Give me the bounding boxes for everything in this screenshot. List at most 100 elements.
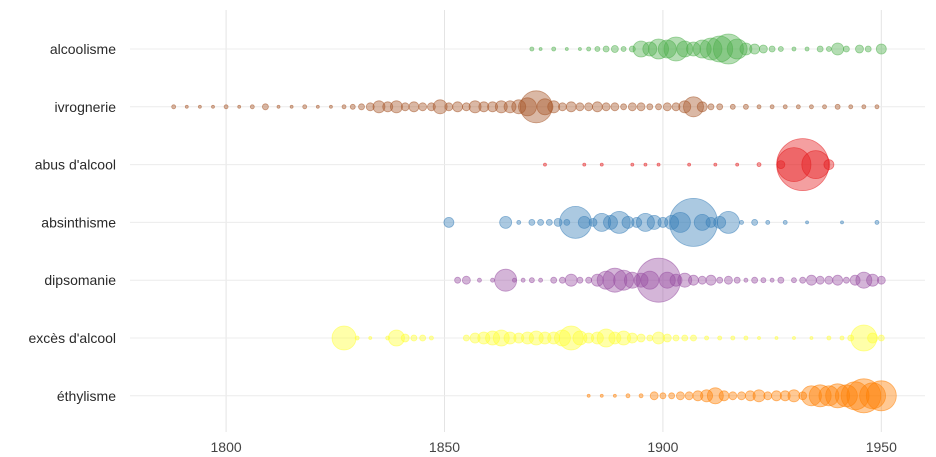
bubble-point — [848, 104, 854, 110]
bubble-point — [874, 219, 880, 225]
bubble-point — [576, 276, 584, 284]
bubble-point — [668, 392, 676, 400]
bubble-point — [553, 217, 563, 227]
bubble-point — [849, 274, 861, 286]
bubble-point — [826, 335, 832, 341]
bubble-point — [688, 274, 699, 286]
bubble-point — [329, 104, 333, 109]
bubble-point — [529, 46, 535, 52]
bubble-point — [315, 104, 320, 109]
bubble-point — [756, 104, 762, 110]
bubble-point — [724, 275, 733, 285]
bubble-point — [825, 383, 851, 409]
bubble-point — [197, 104, 202, 109]
bubble-point — [664, 214, 680, 230]
bubble-point — [713, 162, 718, 167]
bubble-point — [690, 334, 697, 342]
bubble-point — [777, 276, 785, 284]
bubble-point — [705, 274, 717, 286]
bubble-point — [211, 104, 215, 109]
bubble-point — [705, 216, 717, 228]
bubble-point — [499, 215, 513, 229]
bubble-point — [865, 380, 897, 412]
bubble-point — [368, 336, 373, 340]
bubble-point — [585, 276, 593, 284]
bubble-point — [663, 36, 689, 62]
bubble-point — [681, 334, 689, 342]
bubble-point — [763, 391, 773, 401]
bubble-point — [577, 215, 591, 229]
bubble-point — [655, 103, 662, 111]
bubble-point — [538, 331, 552, 345]
bubble-point — [792, 336, 796, 340]
bubble-point — [646, 103, 654, 111]
bubble-point — [537, 218, 545, 226]
bubble-point — [696, 101, 708, 113]
bubble-point — [806, 274, 817, 286]
bubble-point — [494, 100, 508, 114]
bubble-point — [706, 387, 724, 405]
bubble-point — [649, 391, 659, 401]
bubble-point — [237, 104, 242, 109]
series-5 — [331, 324, 885, 352]
bubble-point — [659, 392, 667, 400]
bubble-point — [276, 104, 281, 109]
category-label: alcoolisme — [50, 41, 116, 57]
label-layer: 1800 1850 1900 1950 alcoolisme ivrognerie abus… — [29, 41, 898, 455]
bubble-point — [592, 212, 612, 232]
x-tick-label: 1950 — [866, 439, 897, 455]
bubble-point — [578, 47, 582, 51]
bubble-point — [601, 102, 611, 112]
bubble-point — [861, 104, 867, 110]
bubble-point — [511, 277, 517, 283]
bubble-point — [365, 102, 375, 112]
bubble-point — [602, 45, 610, 53]
bubble-point — [693, 213, 711, 231]
bubble-point — [521, 331, 534, 345]
bubble-point — [713, 33, 744, 65]
bubble-point — [452, 101, 464, 113]
bubble-point — [751, 276, 759, 284]
bubble-point — [503, 331, 517, 345]
bubble-point — [662, 333, 672, 343]
bubble-point — [520, 277, 526, 283]
bubble-point — [782, 104, 788, 110]
bubble-point — [551, 46, 557, 52]
bubble-point — [822, 104, 827, 110]
bubble-point — [867, 332, 878, 344]
bubble-point — [462, 334, 470, 342]
bubble-point — [743, 335, 749, 341]
bubble-point — [612, 393, 617, 398]
bubble-point — [443, 216, 455, 228]
bubble-point — [777, 46, 784, 52]
bubble-point — [538, 47, 543, 51]
bubble-point — [558, 325, 584, 351]
bubble-point — [832, 274, 844, 286]
bubble-point — [737, 391, 746, 401]
bubble-point — [478, 101, 490, 113]
bubble-point — [400, 102, 410, 112]
series-0 — [529, 33, 887, 65]
bubble-point — [454, 276, 462, 284]
bubble-point — [558, 102, 567, 112]
bubble-point — [646, 214, 662, 230]
bubble-point — [799, 276, 807, 284]
bubble-point — [632, 40, 650, 58]
bubble-point — [795, 104, 801, 110]
bubble-point — [547, 331, 561, 345]
bubble-point — [765, 219, 771, 225]
bubble-point — [518, 97, 537, 117]
bubble-point — [419, 334, 427, 342]
bubble-point — [717, 210, 740, 234]
bubble-point — [876, 275, 886, 285]
bubble-point — [672, 334, 680, 342]
bubble-point — [620, 103, 627, 111]
bubble-point — [687, 162, 692, 167]
bubble-point — [809, 336, 814, 340]
bubble-point — [602, 267, 628, 293]
bubble-point — [477, 277, 482, 283]
bubble-point — [842, 45, 850, 53]
bubble-point — [545, 218, 553, 226]
bubble-point — [538, 277, 544, 283]
